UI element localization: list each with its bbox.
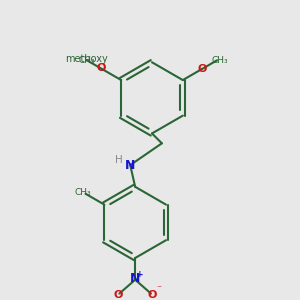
Text: CH₃: CH₃ [79, 56, 95, 65]
Text: N: N [130, 272, 140, 285]
Text: O: O [114, 290, 123, 300]
Text: +: + [136, 270, 144, 279]
Text: H: H [116, 155, 123, 165]
Text: methoxy: methoxy [65, 54, 108, 64]
Text: O: O [97, 63, 106, 73]
Text: N: N [125, 159, 135, 172]
Text: ⁻: ⁻ [156, 285, 161, 295]
Text: O: O [147, 290, 157, 300]
Text: O: O [198, 64, 207, 74]
Text: CH₃: CH₃ [212, 56, 228, 65]
Text: CH₃: CH₃ [74, 188, 91, 197]
